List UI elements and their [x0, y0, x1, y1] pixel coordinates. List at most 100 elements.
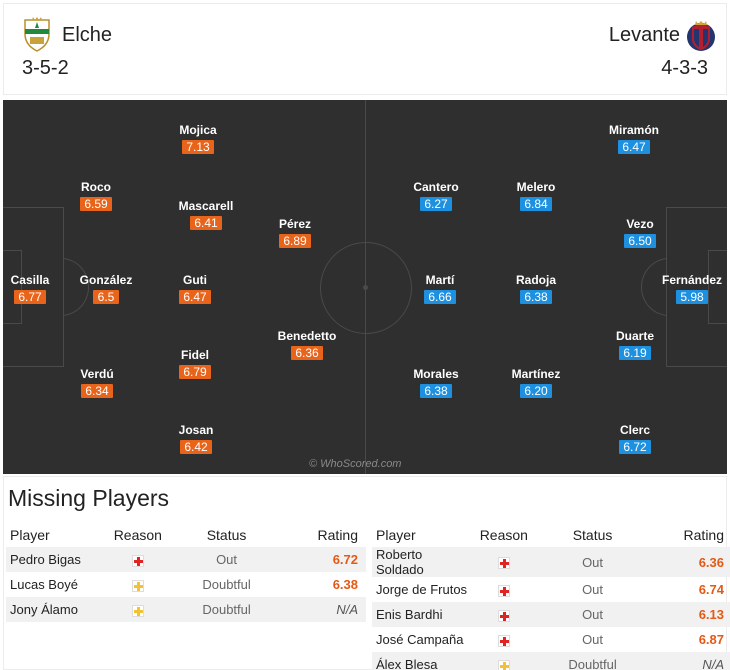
away-player[interactable]: Vezo 6.50 — [595, 217, 685, 250]
player-name[interactable]: Casilla — [10, 273, 50, 287]
player-rating: 6.50 — [624, 234, 656, 248]
table-row: Enis Bardhi Out 6.13 — [372, 602, 730, 627]
away-missing-table: Player Reason Status Rating Roberto Sold… — [372, 523, 730, 670]
missing-player-name[interactable]: Roberto Soldado — [372, 547, 474, 577]
player-name[interactable]: Roco — [81, 180, 111, 194]
player-name[interactable]: Miramón — [608, 123, 659, 137]
player-rating: 6.59 — [80, 197, 112, 211]
player-rating: 6.36 — [291, 346, 323, 360]
missing-player-name[interactable]: Lucas Boyé — [10, 577, 78, 592]
injury-icon — [131, 554, 144, 567]
away-player[interactable]: Fernández 5.98 — [647, 273, 727, 306]
home-player[interactable]: Mascarell 6.41 — [161, 199, 251, 232]
player-rating: 6.41 — [190, 216, 222, 230]
injury-icon — [497, 634, 510, 647]
match-header: Elche 3-5-2 Levante 4-3-3 — [3, 3, 727, 95]
player-rating: 6.72 — [619, 440, 651, 454]
away-player[interactable]: Melero 6.84 — [491, 180, 581, 213]
levante-crest-icon[interactable] — [686, 18, 716, 54]
home-player[interactable]: Roco 6.59 — [51, 180, 141, 213]
missing-player-name[interactable]: Álex Blesa — [372, 652, 474, 670]
player-name[interactable]: Radoja — [515, 273, 556, 287]
elche-crest-icon[interactable] — [22, 16, 52, 52]
away-player[interactable]: Miramón 6.47 — [589, 123, 679, 156]
away-player[interactable]: Radoja 6.38 — [491, 273, 581, 306]
player-rating: 6.38 — [520, 290, 552, 304]
missing-rating: 6.74 — [698, 582, 724, 597]
player-rating: 6.66 — [424, 290, 456, 304]
player-name[interactable]: Benedetto — [277, 329, 337, 343]
player-rating: 6.20 — [520, 384, 552, 398]
missing-rating: 6.87 — [698, 632, 724, 647]
player-rating: 6.38 — [420, 384, 452, 398]
home-penalty-box — [3, 207, 64, 367]
player-name[interactable]: González — [79, 273, 133, 287]
away-player[interactable]: Duarte 6.19 — [590, 329, 680, 362]
pitch: Mojica 7.13 Roco 6.59 Mascarell 6.41 Pér… — [3, 100, 727, 474]
missing-status: Out — [168, 547, 285, 572]
player-name[interactable]: Martí — [425, 273, 455, 287]
doubtful-icon — [131, 579, 144, 592]
missing-rating: 6.13 — [698, 607, 724, 622]
player-name[interactable]: Guti — [183, 273, 207, 287]
player-name[interactable]: Duarte — [615, 329, 654, 343]
home-player[interactable]: Pérez 6.89 — [250, 217, 340, 250]
missing-rating: N/A — [702, 657, 724, 670]
missing-rating: 6.72 — [332, 552, 358, 567]
player-name[interactable]: Pérez — [278, 217, 312, 231]
away-team-name[interactable]: Levante — [608, 24, 680, 46]
missing-status: Doubtful — [202, 577, 251, 592]
away-goal-box — [708, 250, 727, 324]
player-name[interactable]: Melero — [516, 180, 556, 194]
player-name[interactable]: Clerc — [619, 423, 651, 437]
player-rating: 6.42 — [180, 440, 212, 454]
home-player[interactable]: Mojica 7.13 — [153, 123, 243, 156]
home-player[interactable]: Fidel 6.79 — [150, 348, 240, 381]
home-player[interactable]: González 6.5 — [61, 273, 151, 306]
column-header-player: Player — [10, 527, 50, 543]
away-penalty-box — [666, 207, 727, 367]
player-name[interactable]: Cantero — [413, 180, 459, 194]
home-team-name[interactable]: Elche — [62, 24, 113, 46]
away-player[interactable]: Cantero 6.27 — [391, 180, 481, 213]
player-name[interactable]: Morales — [413, 367, 459, 381]
player-rating: 6.47 — [618, 140, 650, 154]
away-player[interactable]: Clerc 6.72 — [590, 423, 680, 456]
player-name[interactable]: Mascarell — [178, 199, 234, 213]
missing-player-name[interactable]: Pedro Bigas — [6, 547, 108, 572]
home-goal-box — [3, 250, 22, 324]
missing-rating: N/A — [336, 602, 358, 617]
player-name[interactable]: Fernández — [661, 273, 722, 287]
missing-player-name[interactable]: Jony Álamo — [6, 597, 108, 622]
column-header-status: Status — [572, 527, 613, 543]
player-name[interactable]: Mojica — [179, 123, 217, 137]
home-player[interactable]: Guti 6.47 — [150, 273, 240, 306]
away-formation: 4-3-3 — [661, 57, 708, 79]
away-player[interactable]: Martínez 6.20 — [491, 367, 581, 400]
center-circle — [320, 242, 412, 334]
missing-player-name[interactable]: José Campaña — [376, 632, 464, 647]
column-header-status: Status — [206, 527, 247, 543]
player-name[interactable]: Martínez — [511, 367, 561, 381]
player-name[interactable]: Vezo — [626, 217, 654, 231]
home-player[interactable]: Casilla 6.77 — [3, 273, 75, 306]
missing-player-name[interactable]: Enis Bardhi — [372, 602, 474, 627]
player-rating: 6.79 — [179, 365, 211, 379]
player-name[interactable]: Verdú — [80, 367, 114, 381]
missing-players-panel: Missing Players Player Reason Status Rat… — [3, 476, 730, 670]
table-row: José Campaña Out 6.87 — [372, 627, 730, 652]
home-player[interactable]: Benedetto 6.36 — [262, 329, 352, 362]
away-player[interactable]: Martí 6.66 — [395, 273, 485, 306]
column-header-reason: Reason — [479, 527, 528, 543]
player-name[interactable]: Fidel — [180, 348, 209, 362]
table-row: Roberto Soldado Out 6.36 — [372, 547, 730, 577]
player-name[interactable]: Josan — [178, 423, 214, 437]
missing-player-name[interactable]: Jorge de Frutos — [376, 582, 468, 597]
player-rating: 6.5 — [93, 290, 119, 304]
home-player[interactable]: Verdú 6.34 — [52, 367, 142, 400]
injury-icon — [497, 557, 510, 570]
column-header-rating: Rating — [317, 527, 358, 543]
home-player[interactable]: Josan 6.42 — [151, 423, 241, 456]
away-player[interactable]: Morales 6.38 — [391, 367, 481, 400]
table-row: Lucas Boyé Doubtful 6.38 — [6, 572, 366, 597]
